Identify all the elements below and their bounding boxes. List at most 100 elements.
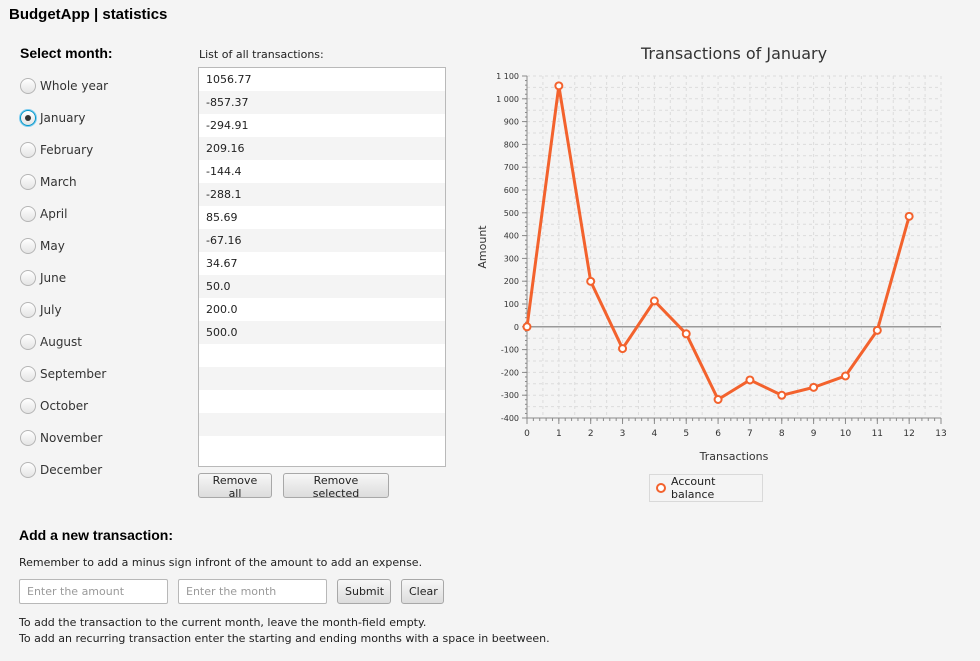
month-option-july[interactable]: July — [20, 301, 108, 333]
y-tick-label: 1 100 — [496, 72, 519, 81]
empty-list-row — [199, 367, 445, 390]
transaction-row[interactable]: -857.37 — [199, 91, 445, 114]
data-point-8 — [777, 390, 787, 400]
transaction-list[interactable]: 1056.77 -857.37 -294.91 209.16 -144.4 -288.1 8… — [198, 67, 446, 467]
month-option-january[interactable]: January — [20, 109, 108, 141]
month-option-april[interactable]: April — [20, 205, 108, 237]
data-point-10 — [840, 371, 850, 381]
data-point-3 — [618, 344, 628, 354]
select-month-heading: Select month: — [20, 45, 113, 61]
data-point-5 — [681, 329, 691, 339]
radio-icon[interactable] — [20, 366, 36, 382]
y-tick-label: 1 000 — [496, 95, 519, 104]
radio-icon[interactable] — [20, 270, 36, 286]
transaction-row[interactable]: 85.69 — [206, 211, 238, 224]
data-point-0 — [522, 322, 532, 332]
remove-selected-button[interactable]: Remove selected — [283, 473, 389, 500]
month-option-label: June — [40, 271, 67, 285]
y-tick-label: -100 — [501, 346, 519, 355]
month-option-august[interactable]: August — [20, 333, 108, 365]
month-option-label: July — [40, 303, 62, 317]
transaction-row[interactable]: 209.16 — [199, 137, 445, 160]
radio-icon[interactable] — [20, 334, 36, 350]
y-tick-label: -300 — [501, 391, 519, 400]
remove-all-button[interactable]: Remove all — [198, 473, 272, 500]
month-option-label: February — [40, 143, 94, 157]
x-tick-label: 2 — [588, 429, 594, 439]
month-option-march[interactable]: March — [20, 173, 108, 205]
month-option-label: October — [40, 399, 89, 413]
y-tick-label: -200 — [501, 368, 519, 377]
y-tick-label: 500 — [504, 209, 519, 218]
data-point-2 — [586, 276, 596, 286]
y-tick-label: 0 — [514, 323, 519, 332]
radio-icon[interactable] — [20, 462, 36, 478]
month-input[interactable] — [178, 579, 327, 604]
y-tick-label: 800 — [504, 140, 519, 149]
x-tick-label: 12 — [903, 429, 914, 439]
month-option-september[interactable]: September — [20, 365, 108, 397]
empty-list-row — [199, 413, 445, 436]
amount-input[interactable] — [19, 579, 168, 604]
transaction-row[interactable]: 500.0 — [199, 321, 445, 344]
transaction-row[interactable]: 1056.77 — [206, 73, 252, 86]
month-option-may[interactable]: May — [20, 237, 108, 269]
radio-icon[interactable] — [20, 430, 36, 446]
month-option-november[interactable]: November — [20, 429, 108, 461]
month-option-december[interactable]: December — [20, 461, 108, 493]
radio-icon[interactable] — [20, 206, 36, 222]
month-option-label: August — [40, 335, 82, 349]
clear-button[interactable]: Clear — [401, 579, 444, 604]
transaction-row[interactable]: -294.91 — [206, 119, 249, 132]
radio-icon[interactable] — [20, 238, 36, 254]
transaction-row[interactable]: -288.1 — [199, 183, 445, 206]
radio-icon[interactable] — [20, 174, 36, 190]
transaction-row[interactable]: 50.0 — [199, 275, 445, 298]
empty-list-row — [199, 390, 445, 413]
minus-sign-hint: Remember to add a minus sign infront of … — [19, 556, 423, 569]
x-tick-label: 9 — [811, 429, 817, 439]
account-balance-chart: -400-300-200-100010020030040050060070080… — [476, 44, 947, 463]
month-option-february[interactable]: February — [20, 141, 108, 173]
data-point-4 — [649, 296, 659, 306]
y-tick-label: 700 — [504, 163, 519, 172]
x-tick-label: 6 — [715, 429, 721, 439]
radio-icon[interactable] — [20, 398, 36, 414]
month-option-june[interactable]: June — [20, 269, 108, 301]
month-option-whole-year[interactable]: Whole year — [20, 77, 108, 109]
radio-icon[interactable] — [20, 142, 36, 158]
chart-legend: Account balance — [649, 474, 763, 502]
y-tick-label: 400 — [504, 232, 519, 241]
x-tick-label: 11 — [872, 429, 883, 439]
transaction-row[interactable]: 34.67 — [206, 257, 238, 270]
radio-icon[interactable] — [20, 78, 36, 94]
add-transaction-heading: Add a new transaction: — [19, 527, 174, 543]
transaction-row[interactable]: -144.4 — [206, 165, 242, 178]
radio-icon[interactable] — [20, 302, 36, 318]
data-point-9 — [809, 382, 819, 392]
data-point-11 — [872, 325, 882, 335]
x-tick-label: 0 — [524, 429, 530, 439]
x-tick-label: 1 — [556, 429, 562, 439]
y-tick-label: 100 — [504, 300, 519, 309]
y-tick-label: 900 — [504, 118, 519, 127]
y-tick-label: 300 — [504, 254, 519, 263]
x-tick-label: 5 — [683, 429, 689, 439]
x-tick-label: 3 — [620, 429, 626, 439]
x-tick-label: 4 — [652, 429, 658, 439]
month-option-label: November — [40, 431, 103, 445]
legend-marker-icon — [656, 483, 666, 493]
transaction-row[interactable]: 200.0 — [206, 303, 238, 316]
submit-button[interactable]: Submit — [337, 579, 391, 604]
radio-selected-icon[interactable] — [20, 110, 36, 126]
y-tick-label: 600 — [504, 186, 519, 195]
y-tick-label: 200 — [504, 277, 519, 286]
legend-label: Account balance — [670, 475, 716, 501]
transaction-row[interactable]: -67.16 — [199, 229, 445, 252]
chart-title: Transactions of January — [640, 44, 827, 63]
month-option-label: January — [40, 111, 86, 125]
x-tick-label: 7 — [747, 429, 753, 439]
month-radio-group: Whole year January February March April May Ju… — [20, 77, 108, 493]
month-option-october[interactable]: October — [20, 397, 108, 429]
data-point-12 — [904, 211, 914, 221]
